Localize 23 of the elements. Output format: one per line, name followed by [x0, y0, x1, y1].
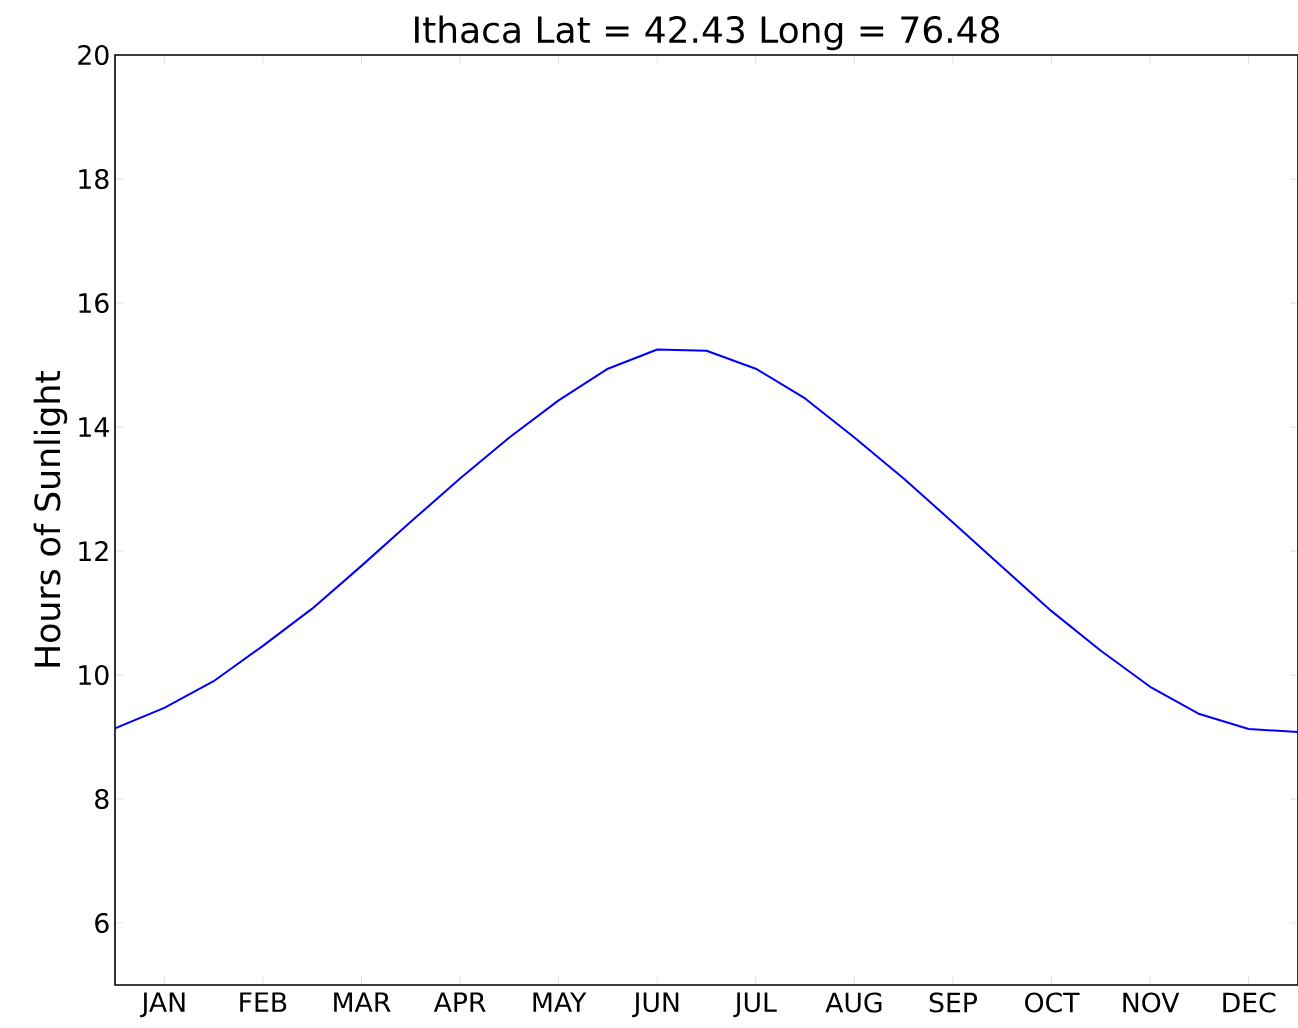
x-tick-label: MAR: [334, 992, 391, 1012]
y-tick-label: 8: [95, 788, 109, 810]
x-tick-label: JAN: [140, 992, 185, 1018]
y-tick-label: 6: [95, 912, 109, 934]
y-tick-label: 18: [79, 168, 109, 190]
x-tick-label: OCT: [1025, 992, 1080, 1013]
y-tick-label: 20: [78, 44, 109, 66]
x-tick-label: SEP: [929, 992, 977, 1013]
y-tick-label: 14: [79, 417, 109, 437]
y-axis-title: Hours of Sunlight: [33, 370, 68, 667]
x-tick-label: JUL: [733, 992, 777, 1018]
x-tick-label: JUN: [632, 992, 679, 1018]
y-tick-label: 12: [79, 541, 108, 561]
x-tick-label: AUG: [825, 992, 882, 1013]
x-tick-label: NOV: [1123, 992, 1180, 1013]
y-tick-label: 16: [79, 292, 109, 314]
x-tick-label: FEB: [240, 992, 287, 1012]
x-tick-label: DEC: [1223, 992, 1276, 1013]
x-tick-label: APR: [433, 992, 486, 1012]
line-series: [115, 348, 1298, 734]
x-tick-label: MAY: [533, 992, 587, 1012]
y-tick-label: 10: [79, 664, 109, 686]
chart-title: Ithaca Lat = 42.43 Long = 76.48: [415, 15, 999, 51]
